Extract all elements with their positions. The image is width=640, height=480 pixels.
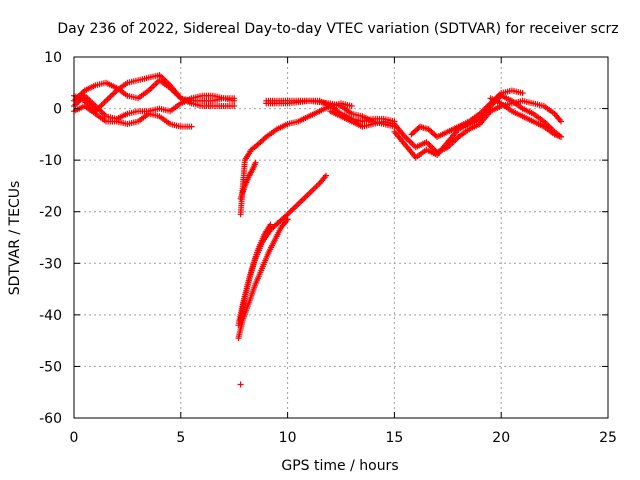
- series-track-g: [327, 108, 398, 130]
- y-tick-label: -30: [39, 256, 62, 272]
- y-tick-label: -60: [39, 411, 62, 427]
- chart-title: Day 236 of 2022, Sidereal Day-to-day VTE…: [57, 21, 618, 37]
- data-point: [231, 97, 238, 104]
- y-tick-label: -10: [39, 153, 62, 169]
- data-point: [348, 103, 355, 109]
- plot-frame: [73, 56, 609, 419]
- data-point: [519, 90, 526, 97]
- series-track-l: [237, 159, 259, 202]
- x-tick-label: 15: [385, 430, 403, 446]
- series-track-p: [487, 95, 564, 140]
- y-tick-label: 10: [44, 50, 62, 66]
- x-tick-labels: 0 5 10 15 20 25: [70, 430, 617, 446]
- data-point: [558, 133, 564, 140]
- series-track-k: [237, 221, 274, 323]
- x-axis-label: GPS time / hours: [281, 458, 398, 474]
- series-outlier: [237, 381, 244, 388]
- series-track-h: [237, 100, 355, 218]
- x-tick-label: 5: [176, 430, 185, 446]
- series-track-m: [391, 97, 564, 156]
- y-axis-label: SDTVAR / TECUs: [7, 181, 23, 296]
- data-point: [252, 159, 259, 166]
- y-tick-label: -40: [39, 308, 62, 324]
- data-point: [237, 381, 244, 388]
- x-tick-label: 0: [70, 430, 79, 446]
- axis-ticks: [73, 56, 609, 419]
- data-points: [71, 72, 564, 388]
- data-point: [323, 172, 329, 179]
- data-point: [558, 118, 564, 125]
- data-point: [267, 221, 274, 228]
- x-tick-label: 10: [279, 430, 297, 446]
- y-tick-label: -20: [39, 205, 62, 221]
- data-point: [284, 216, 291, 223]
- series-track-o: [408, 87, 526, 140]
- x-tick-label: 25: [599, 430, 617, 446]
- y-tick-label: 0: [53, 102, 62, 118]
- data-point: [231, 103, 238, 109]
- x-tick-label: 20: [492, 430, 510, 446]
- y-tick-labels: 10 0 -10 -20 -30 -40 -50 -60: [39, 50, 62, 427]
- data-point: [188, 123, 195, 130]
- y-tick-label: -50: [39, 359, 62, 375]
